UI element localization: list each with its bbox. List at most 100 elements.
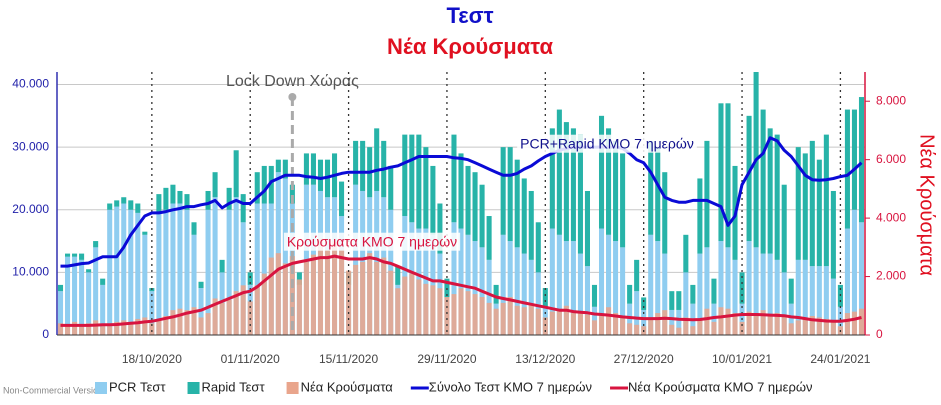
annotation-dot — [288, 93, 297, 101]
bar — [507, 241, 513, 335]
bar — [830, 278, 836, 335]
bar — [788, 323, 794, 335]
bar — [367, 253, 373, 335]
bar — [219, 259, 225, 273]
bar — [57, 291, 64, 335]
bar — [795, 259, 801, 335]
bar — [556, 234, 562, 335]
bar — [100, 284, 106, 335]
bar — [563, 122, 569, 242]
bar — [795, 320, 801, 335]
bar — [430, 234, 436, 335]
bar — [500, 302, 506, 335]
bar — [100, 326, 106, 335]
bar — [563, 305, 569, 335]
bar — [191, 234, 197, 335]
bar — [690, 284, 696, 304]
bar — [423, 283, 429, 335]
bar — [240, 285, 246, 335]
bar — [128, 321, 134, 335]
bar — [191, 307, 197, 335]
bar — [374, 261, 380, 335]
bar — [753, 247, 759, 335]
bar — [65, 253, 71, 257]
bar — [430, 285, 436, 335]
bar — [114, 200, 120, 207]
line — [60, 136, 863, 268]
bar — [353, 140, 359, 185]
bar — [655, 241, 661, 335]
bar — [521, 307, 527, 335]
bar — [627, 284, 633, 304]
bar — [802, 259, 808, 335]
chart-title: Τεστ — [446, 3, 493, 28]
legend-item[interactable]: Rapid Τεστ — [187, 379, 266, 394]
bar — [388, 270, 394, 335]
legend-item[interactable]: PCR Τεστ — [95, 379, 166, 394]
bar — [634, 324, 640, 335]
bar — [528, 190, 534, 260]
legend-item[interactable]: Νέα Κρούσματα ΚΜΟ 7 ημερών — [610, 379, 813, 394]
bar — [767, 253, 773, 335]
bar — [683, 234, 689, 273]
bar — [781, 272, 787, 335]
bar — [128, 209, 134, 335]
legend-item[interactable]: Νέα Κρούσματα — [286, 379, 394, 394]
bar — [613, 140, 619, 242]
bar — [683, 272, 689, 335]
bar — [774, 134, 780, 260]
bar — [282, 159, 288, 179]
bar — [107, 209, 113, 335]
bar — [669, 324, 675, 335]
bar — [648, 318, 654, 335]
bar — [451, 294, 457, 335]
bar — [409, 134, 415, 223]
bar — [212, 197, 218, 335]
bar — [72, 321, 78, 335]
bar — [472, 294, 478, 335]
x-tick-label: 18/10/2020 — [122, 352, 182, 366]
bar — [219, 302, 225, 335]
bar — [809, 316, 815, 335]
bar — [788, 303, 794, 335]
bar — [275, 253, 281, 335]
bar — [739, 321, 745, 335]
bar — [465, 165, 471, 235]
y2-tick-label: 2.000 — [876, 269, 906, 283]
bar — [184, 194, 190, 210]
bar — [690, 326, 696, 335]
bar — [584, 190, 590, 267]
bar — [458, 153, 464, 229]
bar — [360, 261, 366, 335]
x-tick-label: 24/01/2021 — [810, 352, 870, 366]
bar — [535, 272, 541, 335]
legend-item[interactable]: Σύνολο Τεστ ΚΜΟ 7 ημερών — [410, 379, 592, 394]
bar — [830, 321, 836, 335]
bar — [135, 212, 141, 335]
bar — [198, 317, 204, 335]
bar — [823, 318, 829, 335]
chart-subtitle: Νέα Κρούσματα — [387, 34, 553, 59]
bar — [767, 128, 773, 254]
bar — [500, 234, 506, 335]
bar — [86, 269, 92, 273]
bar — [444, 297, 450, 335]
bar — [858, 308, 865, 335]
bar — [774, 259, 780, 335]
bar — [458, 288, 464, 335]
bar — [528, 259, 534, 335]
bar — [816, 159, 822, 267]
annotation: PCR+Rapid ΚΜΟ 7 ημερών — [520, 136, 694, 152]
bar — [627, 323, 633, 335]
bar — [135, 318, 141, 335]
bar — [226, 187, 232, 210]
bar — [114, 206, 120, 335]
bar — [296, 279, 302, 335]
bar — [128, 200, 134, 210]
bar — [732, 259, 738, 335]
bar — [254, 203, 260, 335]
bar — [725, 308, 731, 335]
bar — [613, 313, 619, 335]
bar — [65, 256, 71, 335]
x-tick-label: 13/12/2020 — [515, 352, 575, 366]
